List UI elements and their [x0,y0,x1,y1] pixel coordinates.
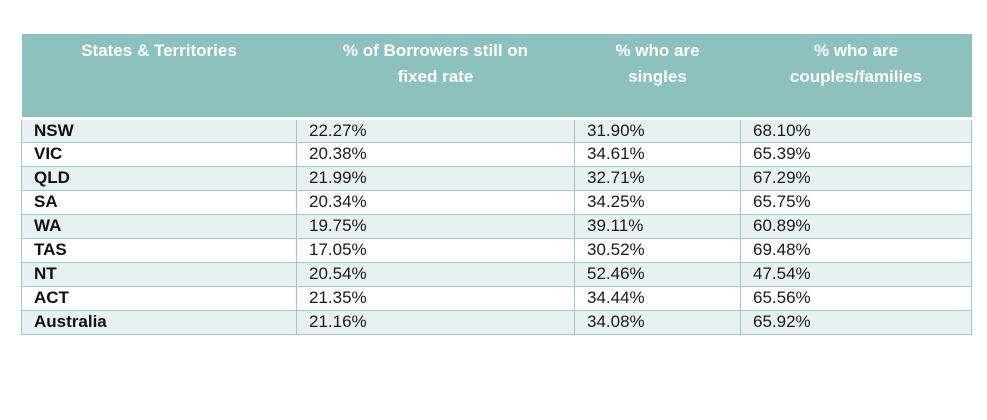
cell-couples: 67.29% [740,165,972,191]
cell-singles: 34.61% [574,141,741,167]
cell-state: QLD [21,165,297,191]
cell-singles: 52.46% [574,261,741,287]
table-row: VIC 20.38% 34.61% 65.39% [21,141,972,167]
cell-state: WA [21,213,297,239]
header-singles: % who are singles [615,41,700,86]
cell-fixed: 17.05% [296,237,575,263]
cell-singles: 30.52% [574,237,741,263]
cell-couples: 69.48% [740,237,972,263]
borrowers-table: States & Territories % of Borrowers stil… [21,34,972,335]
cell-state: VIC [21,141,297,167]
table-row: WA 19.75% 39.11% 60.89% [21,213,972,239]
table-row: NSW 22.27% 31.90% 68.10% [21,116,972,143]
table-row: Australia 21.16% 34.08% 65.92% [21,309,972,335]
header-states: States & Territories [81,41,237,60]
cell-couples: 65.39% [740,141,972,167]
cell-singles: 34.25% [574,189,741,215]
cell-singles: 31.90% [574,116,741,143]
cell-fixed: 22.27% [296,116,575,143]
table-row: QLD 21.99% 32.71% 67.29% [21,165,972,191]
header-couples: % who are couples/families [789,41,923,86]
cell-fixed: 19.75% [296,213,575,239]
cell-state: SA [21,189,297,215]
cell-fixed: 20.54% [296,261,575,287]
cell-state: NT [21,261,297,287]
borrowers-table-container: States & Territories % of Borrowers stil… [21,34,972,335]
cell-singles: 32.71% [574,165,741,191]
cell-couples: 65.92% [740,309,972,335]
cell-singles: 39.11% [574,213,741,239]
cell-couples: 68.10% [740,116,972,143]
table-body: NSW 22.27% 31.90% 68.10% VIC 20.38% 34.6… [21,116,972,335]
cell-couples: 65.56% [740,285,972,311]
cell-fixed: 21.99% [296,165,575,191]
cell-state: ACT [21,285,297,311]
cell-state: TAS [21,237,297,263]
table-row: TAS 17.05% 30.52% 69.48% [21,237,972,263]
cell-fixed: 20.34% [296,189,575,215]
cell-couples: 47.54% [740,261,972,287]
cell-state: Australia [21,309,297,335]
table-row: SA 20.34% 34.25% 65.75% [21,189,972,215]
header-row: States & Territories % of Borrowers stil… [21,34,972,118]
table-row: ACT 21.35% 34.44% 65.56% [21,285,972,311]
table-header: States & Territories % of Borrowers stil… [21,34,972,118]
cell-fixed: 21.35% [296,285,575,311]
cell-state: NSW [21,116,297,143]
cell-singles: 34.08% [574,309,741,335]
cell-fixed: 21.16% [296,309,575,335]
cell-couples: 60.89% [740,213,972,239]
cell-singles: 34.44% [574,285,741,311]
header-fixed-rate: % of Borrowers still on fixed rate [342,41,529,86]
cell-fixed: 20.38% [296,141,575,167]
table-row: NT 20.54% 52.46% 47.54% [21,261,972,287]
cell-couples: 65.75% [740,189,972,215]
